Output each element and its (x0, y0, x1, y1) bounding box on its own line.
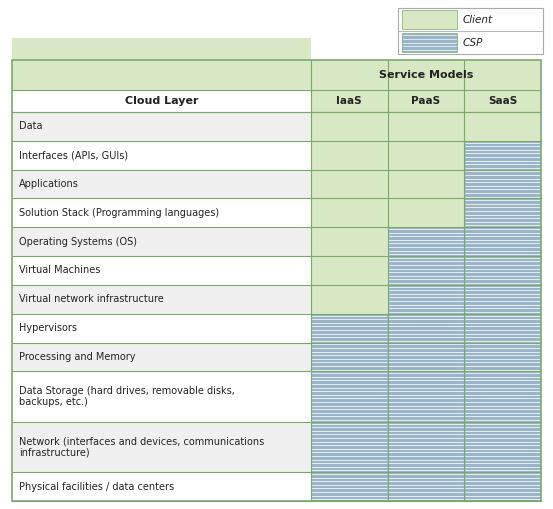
Text: Service Models: Service Models (379, 70, 473, 80)
Bar (465, 112, 541, 141)
Bar (465, 472, 541, 501)
Text: Hypervisors: Hypervisors (19, 323, 77, 333)
Bar (388, 141, 465, 169)
Bar (311, 422, 388, 472)
Bar (12, 169, 311, 199)
Bar (388, 422, 465, 472)
Bar (311, 472, 388, 501)
Bar (465, 169, 541, 199)
Bar (311, 141, 388, 169)
Bar (465, 314, 541, 343)
Text: CSP: CSP (463, 38, 483, 47)
Bar (402, 10, 457, 29)
Text: Network (interfaces and devices, communications
infrastructure): Network (interfaces and devices, communi… (19, 436, 264, 458)
Bar (388, 256, 465, 285)
Bar (12, 372, 311, 422)
Bar (12, 472, 311, 501)
Bar (311, 314, 388, 343)
Bar (311, 256, 388, 285)
Bar (12, 343, 311, 372)
Text: Virtual Machines: Virtual Machines (19, 266, 101, 275)
Bar (388, 169, 465, 199)
Bar (465, 372, 541, 422)
Bar (12, 60, 541, 501)
Bar (12, 199, 311, 227)
Text: Data Storage (hard drives, removable disks,
backups, etc.): Data Storage (hard drives, removable dis… (19, 386, 235, 407)
Bar (388, 285, 465, 314)
Bar (12, 227, 311, 256)
Bar (402, 33, 457, 52)
Text: Cloud Layer: Cloud Layer (124, 96, 198, 106)
Bar (465, 422, 541, 472)
Bar (465, 256, 541, 285)
Bar (311, 227, 388, 256)
Bar (388, 472, 465, 501)
Bar (311, 343, 388, 372)
Bar (12, 112, 311, 141)
Bar (465, 343, 541, 372)
Bar (465, 227, 541, 256)
Bar (388, 112, 465, 141)
Bar (311, 169, 388, 199)
Text: Processing and Memory: Processing and Memory (19, 352, 135, 362)
Text: Operating Systems (OS): Operating Systems (OS) (19, 237, 137, 247)
Bar (311, 112, 388, 141)
Text: IaaS: IaaS (336, 96, 362, 106)
Bar (12, 314, 311, 343)
Bar (465, 199, 541, 227)
Bar (388, 372, 465, 422)
Bar (12, 141, 311, 169)
Bar (311, 199, 388, 227)
Bar (398, 8, 543, 54)
Bar (12, 38, 311, 90)
Bar (388, 199, 465, 227)
Bar (465, 141, 541, 169)
Text: Data: Data (19, 122, 43, 131)
Bar (311, 372, 388, 422)
Text: Client: Client (463, 14, 493, 24)
Bar (12, 256, 311, 285)
Bar (388, 343, 465, 372)
Bar (465, 285, 541, 314)
Bar (388, 227, 465, 256)
Bar (12, 285, 311, 314)
Text: PaaS: PaaS (411, 96, 441, 106)
Text: Virtual network infrastructure: Virtual network infrastructure (19, 294, 164, 304)
Text: SaaS: SaaS (488, 96, 517, 106)
Text: Physical facilities / data centers: Physical facilities / data centers (19, 482, 174, 492)
Bar (311, 60, 541, 90)
Bar (311, 90, 541, 112)
Bar (12, 422, 311, 472)
Bar (388, 314, 465, 343)
Bar (311, 285, 388, 314)
Text: Solution Stack (Programming languages): Solution Stack (Programming languages) (19, 208, 219, 218)
Text: Interfaces (APIs, GUIs): Interfaces (APIs, GUIs) (19, 150, 128, 160)
Text: Applications: Applications (19, 179, 79, 189)
